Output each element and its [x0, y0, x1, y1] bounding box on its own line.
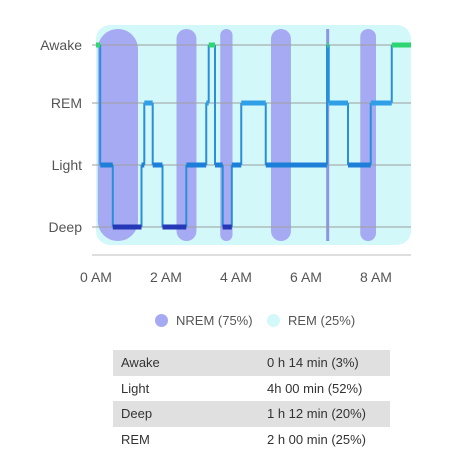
y-label-light: Light: [52, 157, 82, 173]
legend-item-nrem: NREM (75%): [155, 313, 253, 328]
legend-label-rem: REM (25%): [288, 313, 356, 328]
nrem-band-3: [271, 29, 291, 241]
summary-stage-deep: Deep: [113, 401, 263, 427]
summary-row-light: Light 4h 00 min (52%): [113, 376, 390, 402]
legend-item-rem: REM (25%): [267, 313, 355, 328]
summary-value-deep: 1 h 12 min (20%): [263, 401, 390, 427]
sleep-summary-table: Awake 0 h 14 min (3%) Light 4h 00 min (5…: [113, 350, 390, 452]
summary-row-awake: Awake 0 h 14 min (3%): [113, 350, 390, 376]
x-tick-2: 4 AM: [220, 269, 252, 285]
sleep-stage-chart: Awake REM Light Deep 0 AM 2 AM 4 AM 6 AM 8 AM: [40, 25, 411, 285]
legend-label-nrem: NREM (75%): [176, 313, 253, 328]
x-tick-0: 0 AM: [80, 269, 112, 285]
summary-row-rem: REM 2 h 00 min (25%): [113, 427, 390, 453]
summary-stage-light: Light: [121, 380, 150, 396]
summary-row-deep: Deep 1 h 12 min (20%): [113, 401, 390, 427]
chart-legend: NREM (75%) REM (25%): [0, 313, 474, 333]
x-tick-3: 6 AM: [290, 269, 322, 285]
x-tick-4: 8 AM: [360, 269, 392, 285]
nrem-band-4: [360, 29, 376, 241]
x-tick-1: 2 AM: [150, 269, 182, 285]
rem-band-0: [96, 25, 411, 245]
summary-value-light: 4h 00 min (52%): [267, 380, 363, 396]
summary-value-awake: 0 h 14 min (3%): [263, 350, 390, 376]
nrem-band-0: [97, 29, 138, 241]
legend-swatch-rem: [267, 314, 280, 327]
legend-swatch-nrem: [155, 314, 168, 327]
nrem-band-1: [176, 29, 197, 241]
y-label-awake: Awake: [40, 37, 82, 53]
y-label-deep: Deep: [49, 219, 83, 235]
summary-stage-awake: Awake: [113, 350, 263, 376]
summary-stage-rem: REM: [121, 431, 150, 447]
y-label-rem: REM: [51, 95, 82, 111]
summary-value-rem: 2 h 00 min (25%): [267, 431, 366, 447]
